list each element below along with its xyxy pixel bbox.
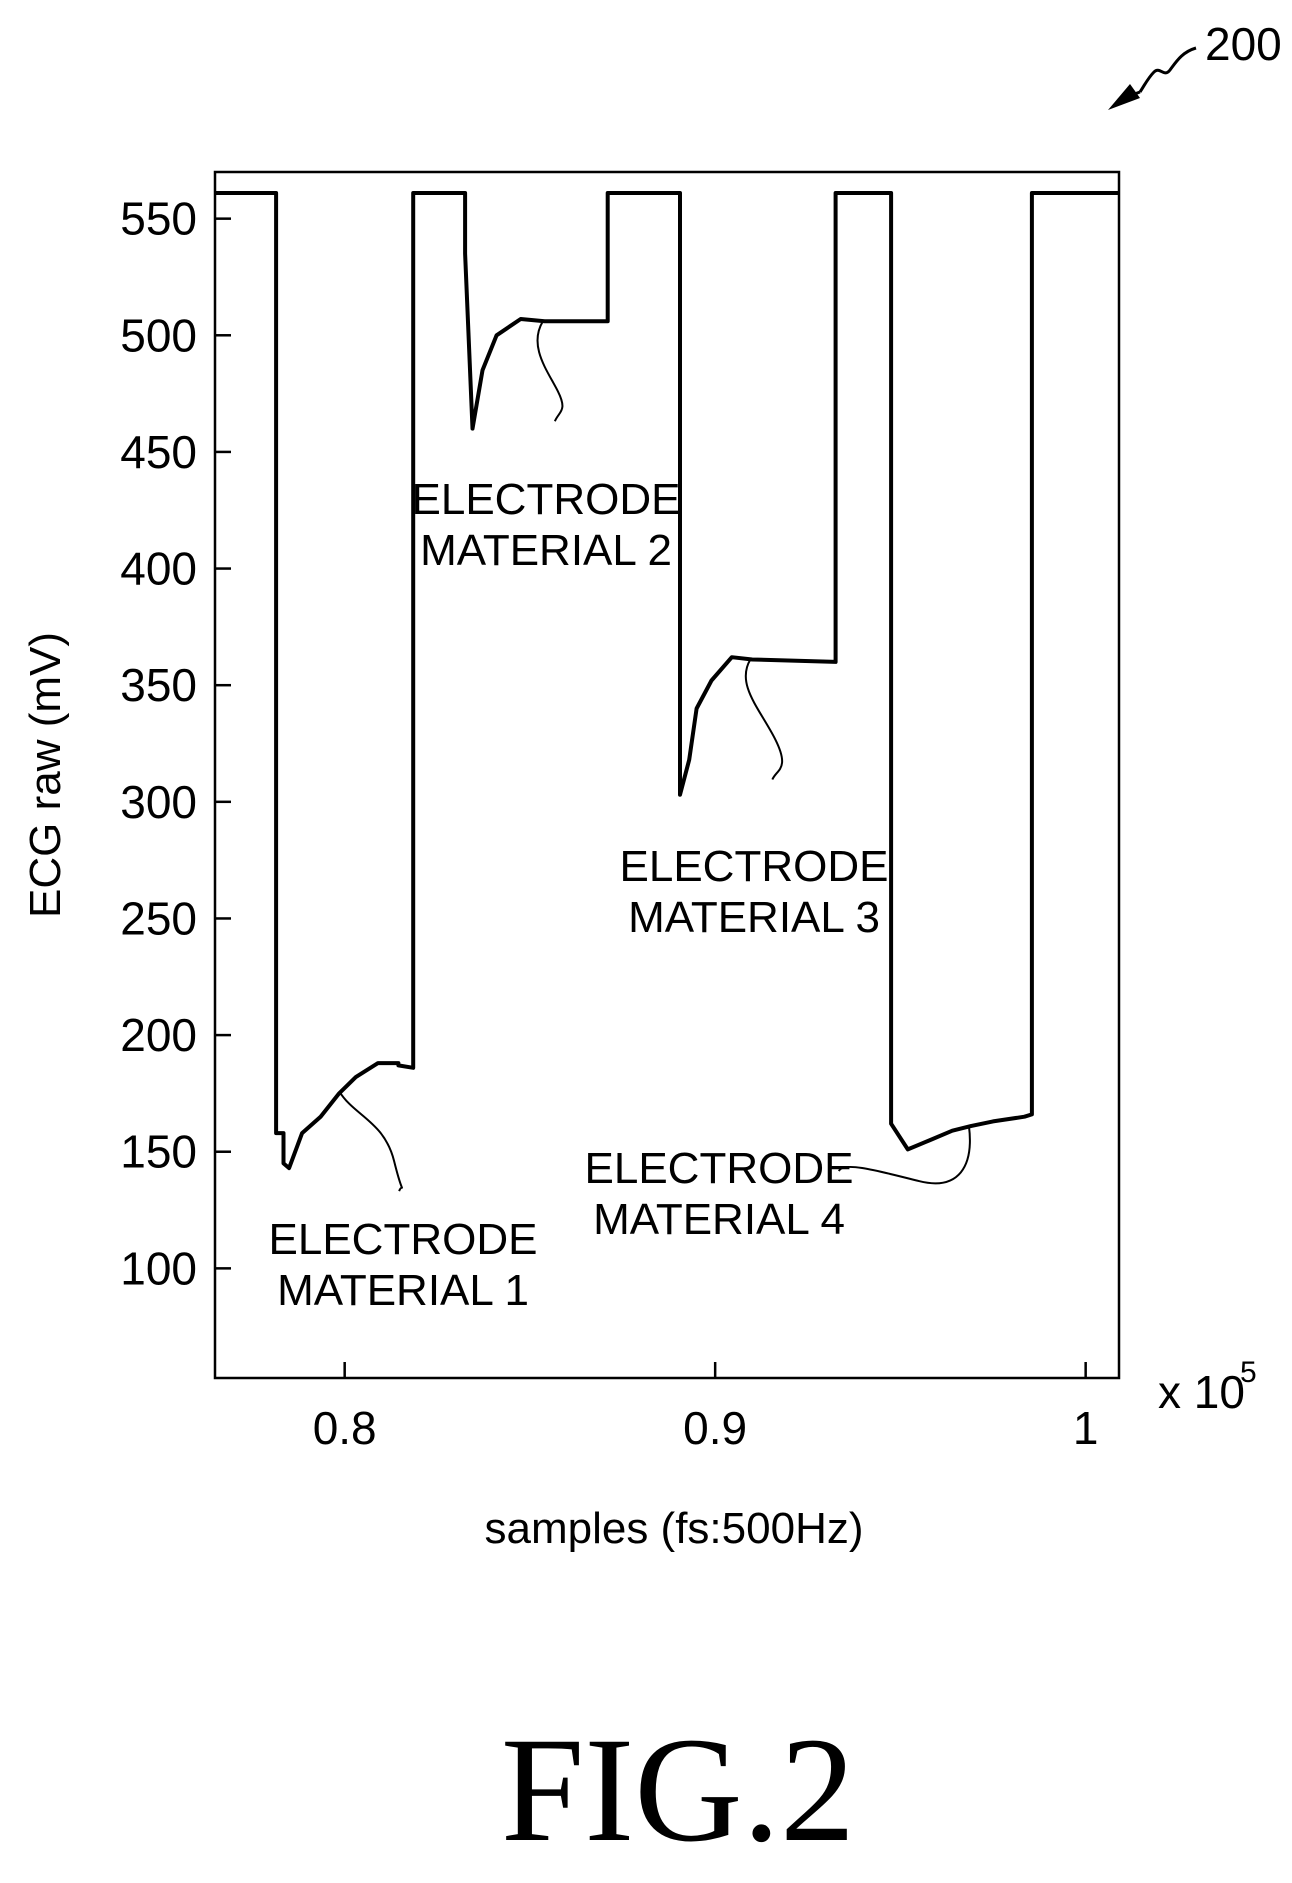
x-multiplier-exponent: 5 bbox=[1240, 1356, 1257, 1389]
annotation-4-line1: ELECTRODE bbox=[585, 1144, 854, 1193]
annotation-electrode-4: ELECTRODE MATERIAL 4 bbox=[585, 1144, 854, 1244]
figure-caption: FIG.2 bbox=[501, 1707, 855, 1873]
annotation-leader-line bbox=[838, 1125, 971, 1185]
annotation-3-line1: ELECTRODE bbox=[620, 842, 889, 891]
annotation-leaders bbox=[338, 320, 971, 1192]
plot-frame bbox=[213, 170, 1121, 1380]
annotation-4-line2: MATERIAL 4 bbox=[593, 1195, 845, 1244]
reference-marker: 200 bbox=[1108, 18, 1282, 110]
y-tick-label: 400 bbox=[120, 543, 197, 595]
x-tick-label: 0.9 bbox=[683, 1402, 747, 1454]
x-tick-label: 0.8 bbox=[313, 1402, 377, 1454]
y-tick-label: 450 bbox=[120, 426, 197, 478]
y-tick-label: 250 bbox=[120, 892, 197, 944]
annotation-1-line2: MATERIAL 1 bbox=[277, 1266, 529, 1315]
y-tick-label: 500 bbox=[120, 309, 197, 361]
annotation-3-line2: MATERIAL 3 bbox=[628, 893, 880, 942]
annotation-electrode-2: ELECTRODE MATERIAL 2 bbox=[412, 475, 681, 575]
y-tick-label: 350 bbox=[120, 659, 197, 711]
series-group bbox=[215, 191, 1119, 1171]
annotation-2-line1: ELECTRODE bbox=[412, 475, 681, 524]
y-tick-label: 200 bbox=[120, 1009, 197, 1061]
annotation-leader-line bbox=[338, 1090, 403, 1192]
y-axis-ticks: 100 150 200 250 300 350 400 450 500 550 bbox=[120, 193, 231, 1294]
y-tick-label: 550 bbox=[120, 193, 197, 245]
annotation-1-line1: ELECTRODE bbox=[269, 1215, 538, 1264]
annotation-leader-line bbox=[536, 320, 564, 422]
reference-arrow-shaft bbox=[1117, 90, 1141, 102]
x-axis-ticks: 0.8 0.9 1 bbox=[313, 1362, 1099, 1454]
annotation-2-line2: MATERIAL 2 bbox=[420, 526, 672, 575]
x-axis-multiplier: x 10 5 bbox=[1158, 1356, 1257, 1418]
y-tick-label: 300 bbox=[120, 776, 197, 828]
x-multiplier-base: x 10 bbox=[1158, 1366, 1245, 1418]
y-tick-label: 100 bbox=[120, 1242, 197, 1294]
y-tick-label: 150 bbox=[120, 1126, 197, 1178]
ecg-signal-line bbox=[215, 191, 1119, 1171]
x-tick-label: 1 bbox=[1073, 1402, 1099, 1454]
y-axis-label: ECG raw (mV) bbox=[21, 632, 70, 918]
annotation-leader-line bbox=[744, 659, 784, 780]
reference-squiggle-icon bbox=[1138, 46, 1197, 93]
reference-number: 200 bbox=[1205, 18, 1282, 70]
x-axis-label: samples (fs:500Hz) bbox=[484, 1504, 863, 1553]
annotation-electrode-3: ELECTRODE MATERIAL 3 bbox=[620, 842, 889, 942]
annotation-electrode-1: ELECTRODE MATERIAL 1 bbox=[269, 1215, 538, 1315]
